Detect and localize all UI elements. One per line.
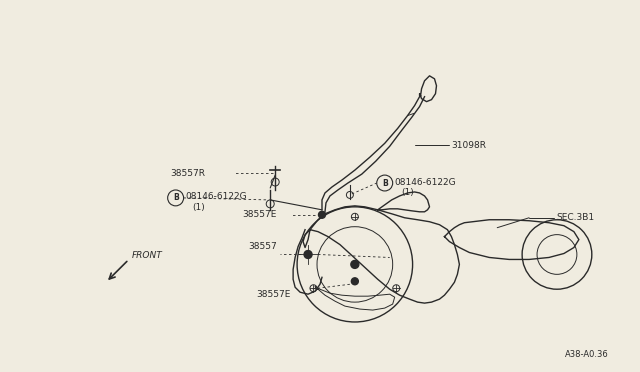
Text: 38557E: 38557E [256,290,291,299]
Circle shape [351,260,359,268]
Text: 38557: 38557 [248,242,277,251]
Text: 08146-6122G: 08146-6122G [395,177,456,186]
Text: (1): (1) [193,203,205,212]
Circle shape [351,278,358,285]
Text: (1): (1) [402,189,414,198]
Circle shape [304,250,312,259]
Text: 38557E: 38557E [243,210,276,219]
Text: FRONT: FRONT [132,251,163,260]
Text: A38-A0.36: A38-A0.36 [565,350,609,359]
Text: SEC.3B1: SEC.3B1 [556,213,594,222]
Text: 08146-6122G: 08146-6122G [186,192,247,201]
Text: 38557R: 38557R [171,169,205,177]
Circle shape [319,211,326,218]
Text: B: B [173,193,179,202]
Text: 31098R: 31098R [451,141,486,150]
Text: B: B [382,179,388,187]
